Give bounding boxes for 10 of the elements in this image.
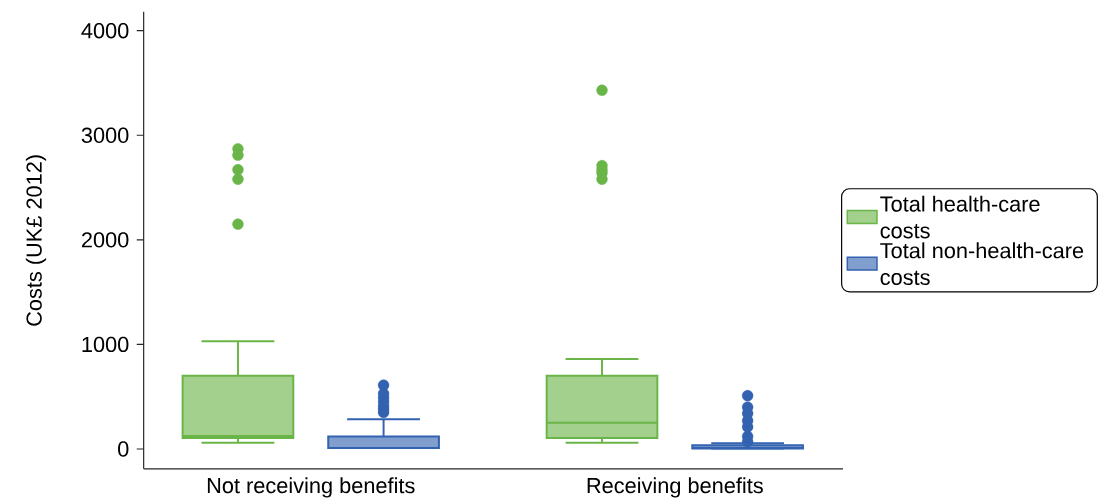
y-tick-label: 2000: [81, 232, 129, 248]
y-tick-label: 1000: [82, 336, 129, 353]
legend-label: Total non-health-care costs: [880, 242, 1084, 286]
x-tick-label: Receiving benefits: [587, 477, 763, 498]
y-tick-label: 4000: [81, 23, 129, 39]
y-tick-label: 0: [118, 441, 129, 457]
legend-label: Total health-care costs: [880, 195, 1040, 239]
x-tick-label: Not receiving benefits: [207, 477, 415, 498]
y-axis-title: Costs (UK£ 2012): [25, 155, 47, 326]
y-tick-label: 3000: [81, 127, 129, 144]
